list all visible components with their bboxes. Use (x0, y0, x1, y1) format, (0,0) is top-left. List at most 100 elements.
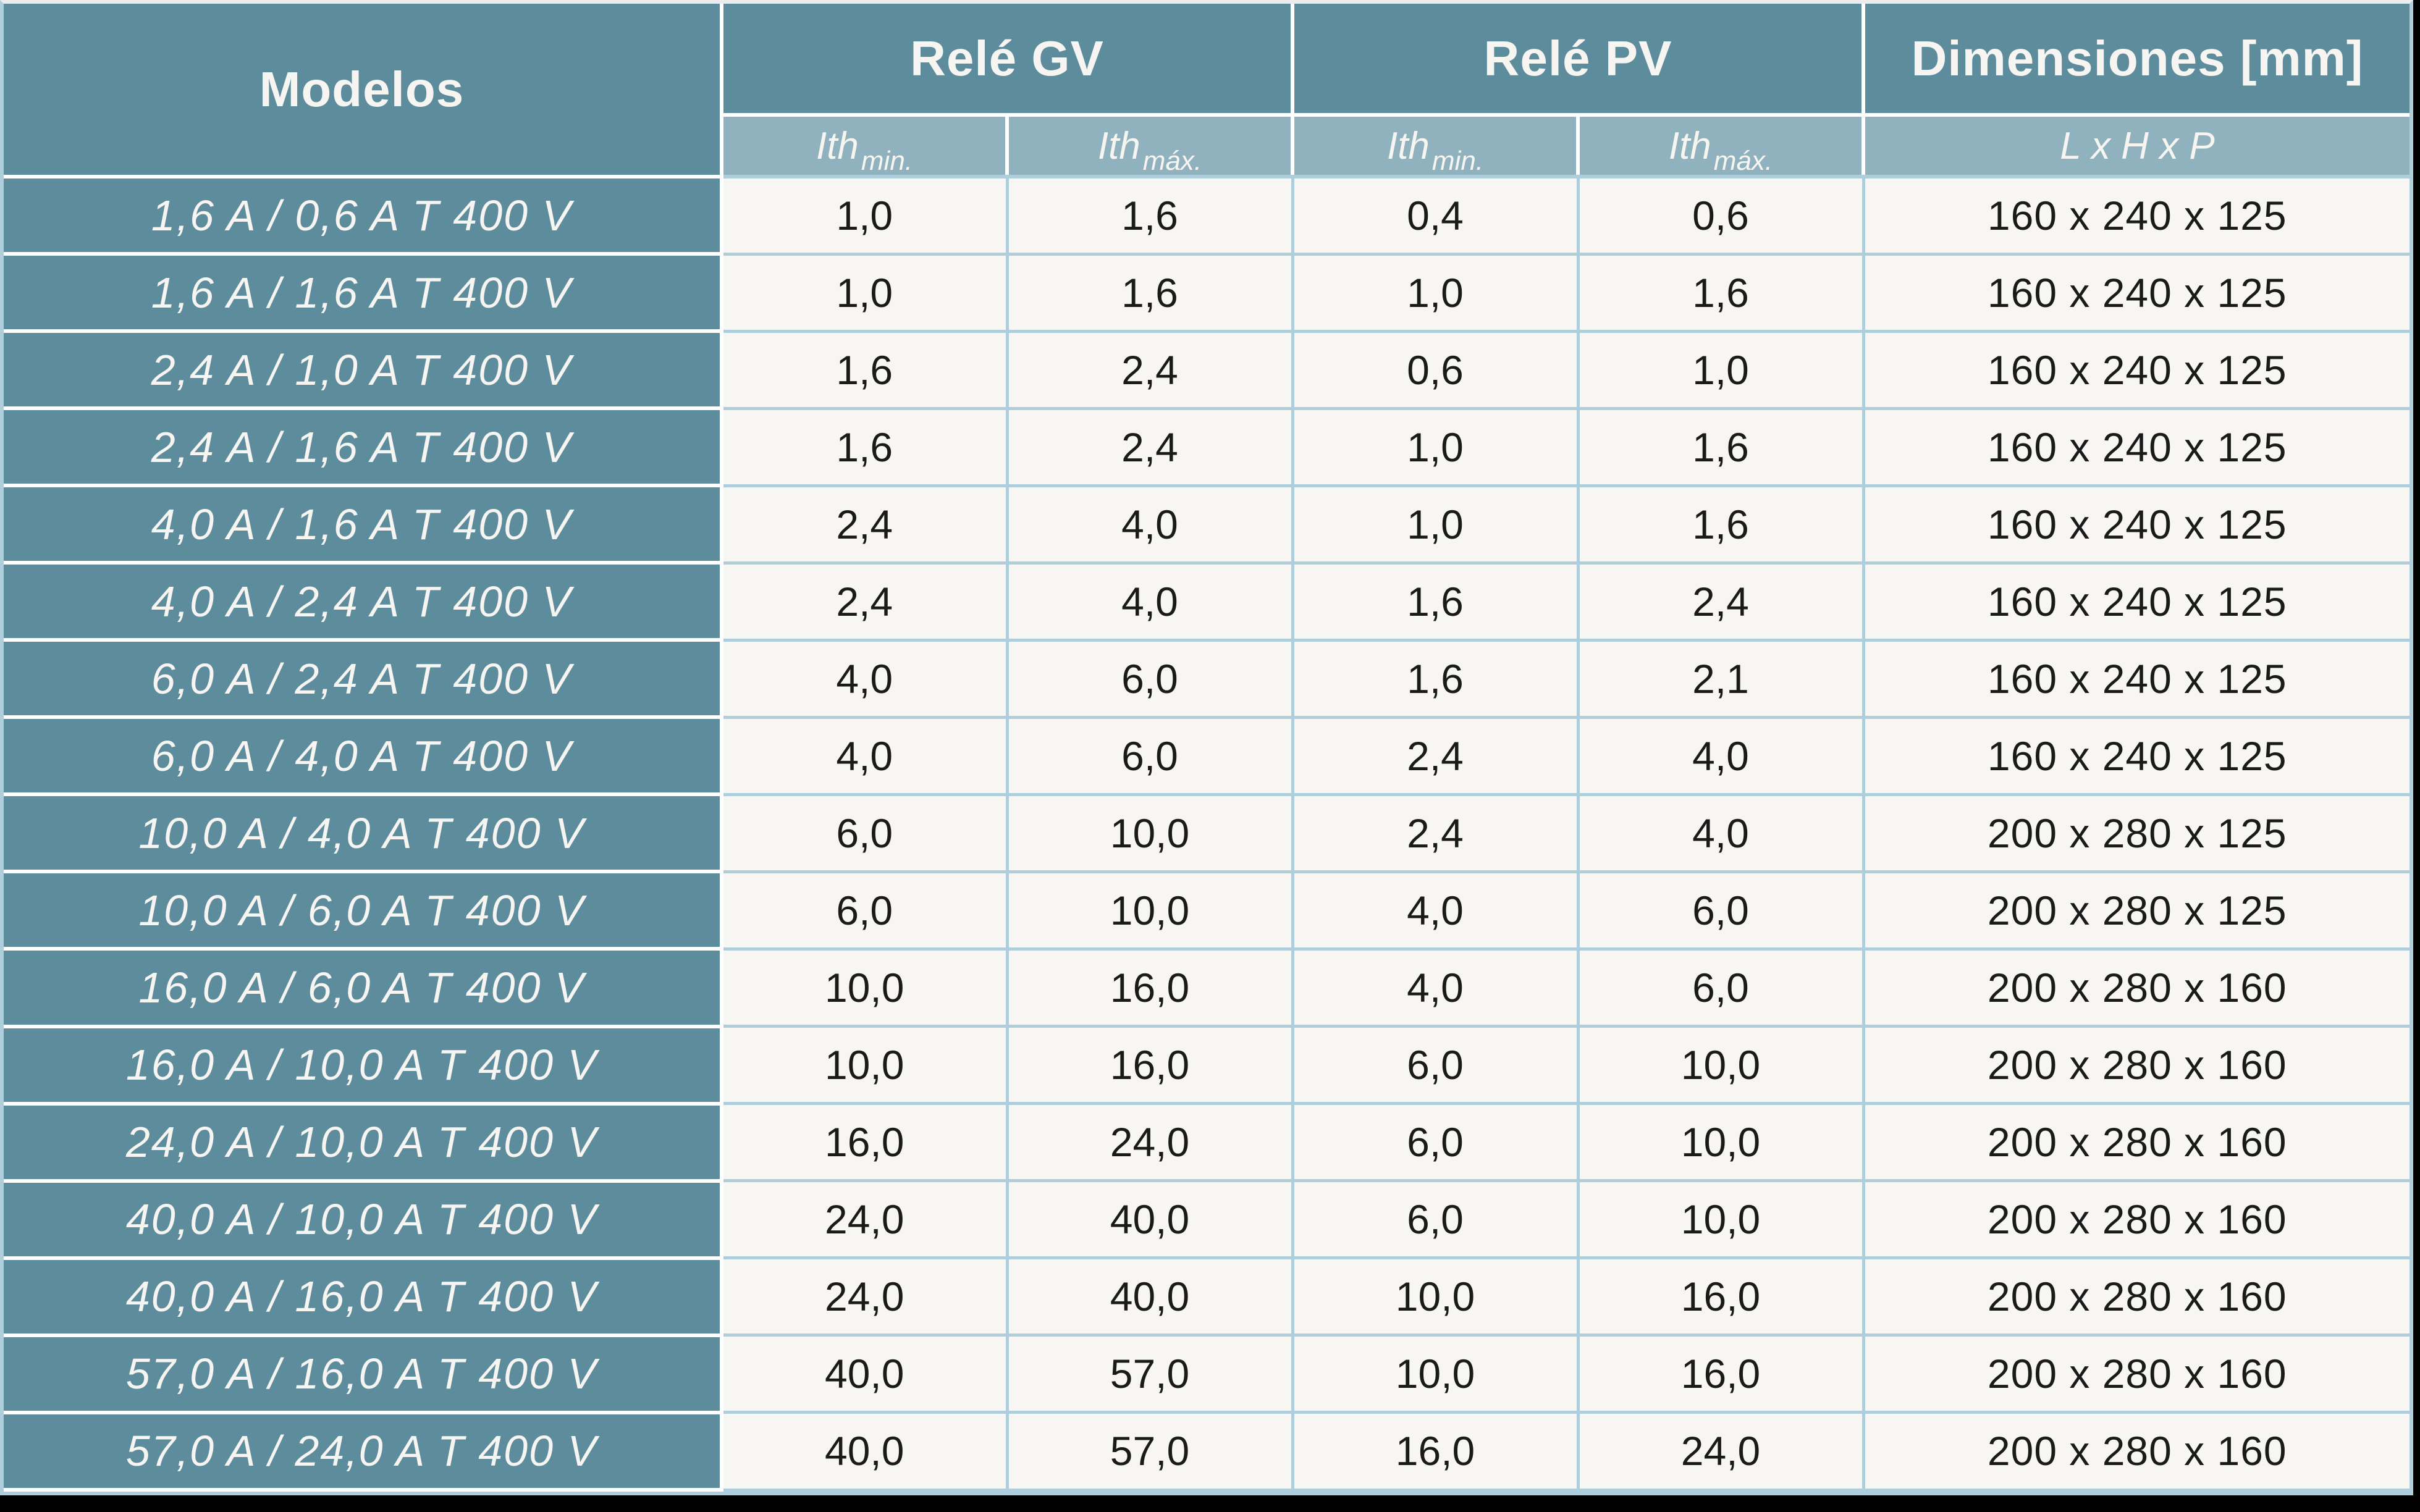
table-row: 10,0 A / 6,0 A T 400 V 6,0 10,0 4,0 6,0 200 x… (4, 870, 2409, 951)
gv-ith-max-cell: 16,0 (1005, 947, 1294, 1028)
gv-ith-max-cell: 1,6 (1005, 252, 1294, 333)
table-row: 16,0 A / 6,0 A T 400 V 10,0 16,0 4,0 6,0 200 … (4, 947, 2409, 1028)
dimensiones-header: Dimensiones [mm] (1861, 4, 2409, 117)
rele-gv-header: Relé GV (719, 4, 1295, 117)
pv-ith-max-cell: 24,0 (1576, 1411, 1865, 1492)
gv-ith-min-cell: 40,0 (720, 1411, 1009, 1492)
pv-ith-min-cell: 16,0 (1291, 1411, 1580, 1492)
pv-ith-min-cell: 10,0 (1291, 1334, 1580, 1414)
pv-ith-min-cell: 6,0 (1291, 1179, 1580, 1260)
gv-ith-min-cell: 40,0 (720, 1334, 1009, 1414)
model-cell: 10,0 A / 4,0 A T 400 V (4, 792, 723, 874)
ith-label: Ith (816, 124, 859, 167)
table-row: 10,0 A / 4,0 A T 400 V 6,0 10,0 2,4 4,0 200 x… (4, 792, 2409, 874)
model-cell: 2,4 A / 1,0 A T 400 V (4, 329, 723, 411)
gv-ith-min-cell: 1,6 (720, 406, 1009, 487)
model-cell: 57,0 A / 24,0 A T 400 V (4, 1410, 723, 1492)
model-cell: 4,0 A / 2,4 A T 400 V (4, 561, 723, 642)
table-row: 57,0 A / 16,0 A T 400 V 40,0 57,0 10,0 16,0 2… (4, 1333, 2409, 1414)
pv-ith-max-cell: 6,0 (1576, 870, 1865, 951)
gv-ith-min-cell: 4,0 (720, 715, 1009, 796)
dimensions-cell: 200 x 280 x 160 (1861, 1411, 2409, 1492)
pv-ith-max-cell: 0,6 (1576, 175, 1865, 256)
gv-ith-min-cell: 10,0 (720, 1025, 1009, 1106)
dimensions-cell: 160 x 240 x 125 (1861, 715, 2409, 796)
gv-ith-min-cell: 2,4 (720, 484, 1009, 565)
table-row: 2,4 A / 1,0 A T 400 V 1,6 2,4 0,6 1,0 160 x 2… (4, 329, 2409, 411)
pv-ith-max-cell: 4,0 (1576, 792, 1865, 873)
gv-ith-min-header: Ithmin. (720, 113, 1009, 178)
gv-ith-min-cell: 4,0 (720, 638, 1009, 719)
pv-ith-min-cell: 1,6 (1291, 638, 1580, 719)
gv-ith-max-header: Ithmáx. (1005, 113, 1295, 178)
dimensions-cell: 200 x 280 x 160 (1861, 1102, 2409, 1183)
gv-ith-max-cell: 6,0 (1005, 638, 1294, 719)
pv-ith-min-header: Ithmin. (1291, 113, 1580, 178)
gv-ith-min-cell: 1,0 (720, 175, 1009, 256)
table-row: 40,0 A / 10,0 A T 400 V 24,0 40,0 6,0 10,0 20… (4, 1178, 2409, 1260)
model-cell: 16,0 A / 10,0 A T 400 V (4, 1024, 723, 1106)
pv-ith-max-cell: 2,1 (1576, 638, 1865, 719)
dimensions-cell: 160 x 240 x 125 (1861, 252, 2409, 333)
pv-ith-min-cell: 1,0 (1291, 252, 1580, 333)
gv-ith-min-cell: 16,0 (720, 1102, 1009, 1183)
gv-ith-max-cell: 2,4 (1005, 406, 1294, 487)
gv-ith-max-cell: 16,0 (1005, 1025, 1294, 1106)
pv-ith-min-cell: 1,6 (1291, 561, 1580, 642)
rele-pv-header: Relé PV (1291, 4, 1866, 117)
table-row: 2,4 A / 1,6 A T 400 V 1,6 2,4 1,0 1,6 160 x 2… (4, 406, 2409, 488)
modelos-header: Modelos (4, 4, 723, 178)
spec-table: Modelos Relé GV Relé PV Dimensiones [mm]… (4, 4, 2409, 1492)
max-subscript: máx. (1142, 145, 1202, 176)
pv-ith-min-cell: 0,4 (1291, 175, 1580, 256)
table-row: 1,6 A / 1,6 A T 400 V 1,0 1,6 1,0 1,6 160 x 2… (4, 252, 2409, 334)
dimensions-cell: 160 x 240 x 125 (1861, 329, 2409, 410)
table-row: 6,0 A / 4,0 A T 400 V 4,0 6,0 2,4 4,0 160 x 2… (4, 715, 2409, 797)
pv-ith-min-cell: 0,6 (1291, 329, 1580, 410)
pv-ith-max-header: Ithmáx. (1576, 113, 1866, 178)
pv-ith-max-cell: 10,0 (1576, 1025, 1865, 1106)
dimensions-cell: 200 x 280 x 160 (1861, 1256, 2409, 1337)
pv-ith-max-cell: 10,0 (1576, 1102, 1865, 1183)
dimensions-cell: 160 x 240 x 125 (1861, 561, 2409, 642)
gv-ith-min-cell: 2,4 (720, 561, 1009, 642)
gv-ith-max-cell: 40,0 (1005, 1256, 1294, 1337)
pv-ith-max-cell: 16,0 (1576, 1334, 1865, 1414)
model-cell: 6,0 A / 2,4 A T 400 V (4, 638, 723, 720)
model-cell: 24,0 A / 10,0 A T 400 V (4, 1101, 723, 1183)
pv-ith-min-cell: 1,0 (1291, 406, 1580, 487)
model-cell: 1,6 A / 1,6 A T 400 V (4, 252, 723, 334)
gv-ith-min-cell: 10,0 (720, 947, 1009, 1028)
model-cell: 40,0 A / 10,0 A T 400 V (4, 1178, 723, 1260)
dimensions-cell: 200 x 280 x 125 (1861, 792, 2409, 873)
table-row: 57,0 A / 24,0 A T 400 V 40,0 57,0 16,0 24,0 2… (4, 1410, 2409, 1492)
dimensions-cell: 200 x 280 x 160 (1861, 1334, 2409, 1414)
gv-ith-max-cell: 24,0 (1005, 1102, 1294, 1183)
pv-ith-max-cell: 2,4 (1576, 561, 1865, 642)
gv-ith-max-cell: 2,4 (1005, 329, 1294, 410)
dimensions-cell: 200 x 280 x 125 (1861, 870, 2409, 951)
gv-ith-min-cell: 24,0 (720, 1256, 1009, 1337)
pv-ith-max-cell: 1,6 (1576, 252, 1865, 333)
pv-ith-max-cell: 6,0 (1576, 947, 1865, 1028)
table-row: 4,0 A / 2,4 A T 400 V 2,4 4,0 1,6 2,4 160 x 2… (4, 561, 2409, 642)
pv-ith-min-cell: 1,0 (1291, 484, 1580, 565)
gv-ith-max-cell: 1,6 (1005, 175, 1294, 256)
table-row: 1,6 A / 0,6 A T 400 V 1,0 1,6 0,4 0,6 160 x 2… (4, 174, 2409, 256)
gv-ith-max-cell: 10,0 (1005, 870, 1294, 951)
gv-ith-min-cell: 24,0 (720, 1179, 1009, 1260)
pv-ith-max-cell: 1,0 (1576, 329, 1865, 410)
gv-ith-max-cell: 57,0 (1005, 1411, 1294, 1492)
gv-ith-max-cell: 6,0 (1005, 715, 1294, 796)
model-cell: 10,0 A / 6,0 A T 400 V (4, 870, 723, 951)
table-row: 6,0 A / 2,4 A T 400 V 4,0 6,0 1,6 2,1 160 x 2… (4, 638, 2409, 720)
max-subscript: máx. (1713, 145, 1773, 176)
model-cell: 6,0 A / 4,0 A T 400 V (4, 715, 723, 797)
gv-ith-min-cell: 6,0 (720, 870, 1009, 951)
dimensions-cell: 160 x 240 x 125 (1861, 638, 2409, 719)
model-cell: 1,6 A / 0,6 A T 400 V (4, 174, 723, 256)
model-cell: 57,0 A / 16,0 A T 400 V (4, 1333, 723, 1414)
header-row-groups: Modelos Relé GV Relé PV Dimensiones [mm] (4, 4, 2409, 178)
pv-ith-min-cell: 6,0 (1291, 1025, 1580, 1106)
